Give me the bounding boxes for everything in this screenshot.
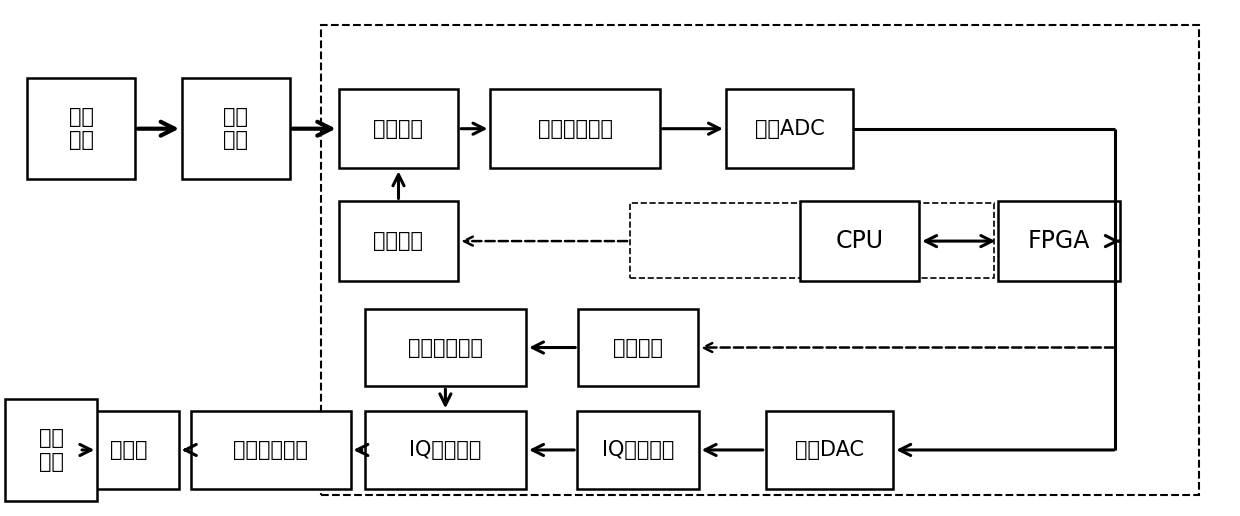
FancyBboxPatch shape — [765, 411, 893, 489]
FancyBboxPatch shape — [578, 309, 698, 386]
FancyBboxPatch shape — [339, 89, 459, 169]
FancyBboxPatch shape — [79, 411, 179, 489]
Text: 耦合检波模块: 耦合检波模块 — [233, 440, 309, 460]
Text: 相位调制模块: 相位调制模块 — [408, 337, 482, 358]
Text: 发射本振: 发射本振 — [613, 337, 663, 358]
Text: FPGA: FPGA — [1028, 229, 1090, 253]
FancyBboxPatch shape — [191, 411, 351, 489]
FancyBboxPatch shape — [725, 89, 853, 169]
FancyBboxPatch shape — [27, 78, 135, 180]
Text: 接收本振: 接收本振 — [373, 231, 424, 251]
FancyBboxPatch shape — [998, 201, 1120, 281]
Text: 混频模块: 混频模块 — [373, 119, 424, 139]
FancyBboxPatch shape — [339, 201, 459, 281]
FancyBboxPatch shape — [577, 411, 699, 489]
Text: 放大器: 放大器 — [110, 440, 148, 460]
FancyBboxPatch shape — [182, 78, 290, 180]
FancyBboxPatch shape — [365, 411, 526, 489]
FancyBboxPatch shape — [365, 309, 526, 386]
FancyBboxPatch shape — [490, 89, 660, 169]
Text: IQ驱动模块: IQ驱动模块 — [601, 440, 675, 460]
Text: 接收
天线: 接收 天线 — [68, 107, 94, 150]
Text: 高速DAC: 高速DAC — [795, 440, 864, 460]
FancyBboxPatch shape — [5, 399, 97, 501]
Text: 发射
天线: 发射 天线 — [38, 428, 63, 472]
Text: 衰减
模块: 衰减 模块 — [223, 107, 248, 150]
Text: 中频处理模块: 中频处理模块 — [538, 119, 613, 139]
Text: IQ调制模块: IQ调制模块 — [409, 440, 481, 460]
Text: CPU: CPU — [836, 229, 883, 253]
FancyBboxPatch shape — [800, 201, 919, 281]
Text: 高速ADC: 高速ADC — [755, 119, 825, 139]
